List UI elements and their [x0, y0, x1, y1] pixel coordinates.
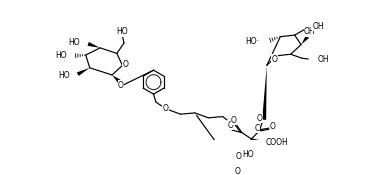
Text: C: C — [254, 124, 260, 133]
Text: HO: HO — [58, 71, 70, 80]
Text: HO: HO — [242, 150, 254, 159]
Text: HO: HO — [116, 27, 128, 36]
Polygon shape — [112, 75, 121, 83]
Text: O: O — [123, 60, 129, 69]
Text: HO·: HO· — [246, 37, 260, 46]
Text: O: O — [228, 121, 234, 130]
Text: O: O — [118, 81, 124, 90]
Text: OH: OH — [312, 22, 324, 31]
Text: O: O — [236, 152, 241, 161]
Text: O: O — [270, 122, 276, 131]
Text: O: O — [256, 114, 262, 123]
Text: HO: HO — [69, 38, 80, 47]
Polygon shape — [301, 36, 309, 45]
Text: O: O — [272, 55, 278, 64]
Text: COOH: COOH — [266, 138, 288, 147]
Polygon shape — [87, 42, 100, 48]
Polygon shape — [262, 65, 267, 120]
Text: O: O — [163, 104, 168, 113]
Text: O: O — [235, 167, 241, 175]
Polygon shape — [77, 68, 90, 76]
Text: O: O — [231, 116, 237, 125]
Text: OH: OH — [318, 55, 330, 64]
Text: HO: HO — [55, 51, 67, 60]
Text: OH: OH — [304, 27, 316, 36]
